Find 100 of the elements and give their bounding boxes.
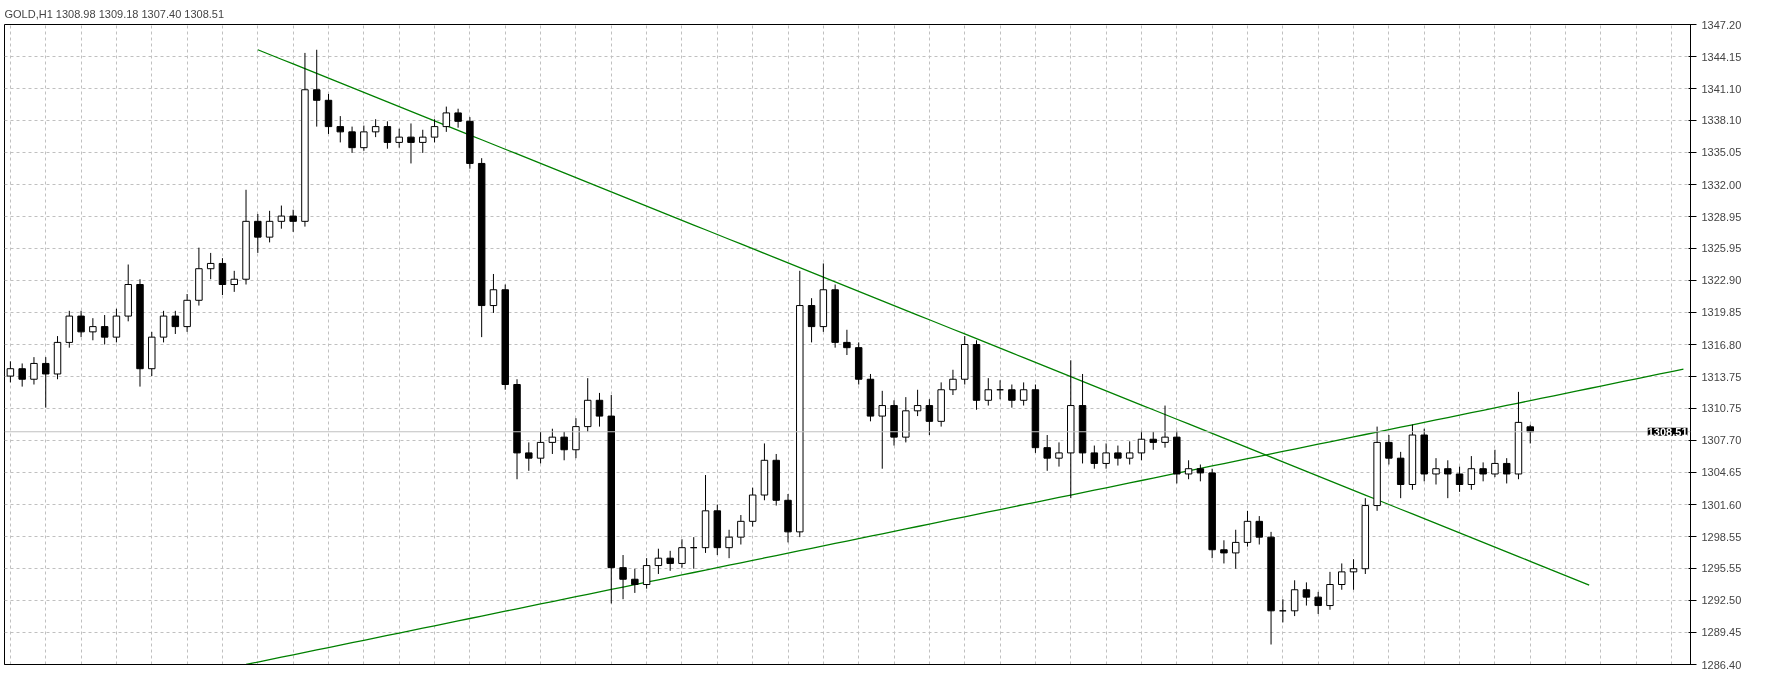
candlestick [1125,440,1134,465]
candlestick [1314,591,1322,615]
candlestick [30,356,38,385]
candlestick [6,360,15,383]
candlestick [1479,461,1487,482]
y-tick-label: 1335.05 [1701,146,1742,159]
candlestick [1231,529,1240,570]
y-tick-label: 1313.75 [1701,370,1742,383]
candlestick [312,49,321,128]
candlestick [525,441,533,472]
candlestick [1255,515,1264,545]
candlestick [925,398,934,436]
candlestick [254,213,262,254]
candlestick [631,568,639,594]
candlestick [878,390,886,470]
candlestick [265,210,274,243]
candlestick [348,126,356,154]
candlestick [725,529,733,559]
candlestick [360,125,368,152]
candlestick [654,548,663,575]
candlestick [949,369,957,396]
candlestick [1338,562,1346,591]
candlestick [548,428,557,455]
candlestick [984,377,993,407]
candlestick [419,129,427,154]
y-tick-label: 1316.80 [1701,338,1742,351]
candlestick [1349,558,1358,591]
candlestick [277,205,286,230]
y-tick-label: 1328.95 [1701,210,1742,223]
candlestick [1302,581,1311,607]
candlestick [289,209,297,233]
candlestick [1090,445,1099,470]
y-tick-label: 1301.60 [1701,498,1742,511]
candlestick [77,310,85,338]
candlestick [1432,457,1440,485]
candlestick [595,392,604,428]
candlestick [89,317,97,341]
y-tick-label: 1304.65 [1701,466,1742,479]
candlestick [171,310,180,335]
candlestick [383,120,392,150]
y-tick-label: 1289.45 [1701,626,1742,639]
candlestick [1102,442,1110,470]
candlestick [430,118,439,143]
y-tick-label: 1344.15 [1701,50,1742,63]
candlestick [1467,455,1476,491]
candlestick [1455,466,1464,493]
y-tick-label: 1310.75 [1701,402,1742,415]
y-tick-label: 1322.90 [1701,274,1742,287]
candlestick [1243,510,1252,548]
candlestick [454,108,462,129]
candlestick [1220,539,1228,564]
candlestick [560,431,568,461]
candlestick [159,310,168,343]
candlestick [336,115,345,143]
candlestick [218,257,227,296]
candlestick [206,252,215,280]
candlestick [1184,459,1193,480]
candlestick [1161,405,1169,449]
candlestick [1385,434,1393,465]
chart-title: GOLD,H1 1308.98 1309.18 1307.40 1308.51 [4,7,225,20]
candlestick [1019,381,1028,407]
candlestick [1055,441,1063,468]
candlestick [489,273,498,314]
y-tick-label: 1298.55 [1701,530,1742,543]
candlestick [42,356,50,409]
candlestick [1114,445,1122,467]
y-tick-label: 1338.10 [1701,114,1742,127]
candlestick [1491,449,1499,478]
candlestick [536,431,545,464]
candlestick [619,554,627,600]
candlestick [666,550,674,572]
candlestick [807,297,816,343]
ref-line-label: 1308.51 [1647,425,1688,438]
candlestick [407,122,415,164]
candlestick [112,308,121,343]
candlestick [572,417,580,459]
candlestick [1444,459,1452,499]
candlestick [1043,434,1051,472]
y-tick-label: 1286.40 [1701,658,1742,671]
candlestick [843,329,851,356]
candlestick [1137,430,1146,461]
y-tick-label: 1307.70 [1701,434,1742,447]
candlestick [18,362,26,388]
y-tick-label: 1325.95 [1701,242,1742,255]
candlestick [737,514,745,545]
candlestick [230,270,238,293]
candlestick [442,106,451,133]
candlestick [1290,579,1299,617]
candlestick [395,128,403,149]
candlestick [1008,384,1016,409]
y-tick-label: 1332.00 [1701,178,1742,191]
y-tick-label: 1295.55 [1701,562,1742,575]
candlestick [1502,457,1511,484]
y-tick-label: 1292.50 [1701,594,1742,607]
y-tick-label: 1341.10 [1701,82,1742,95]
candlestick [642,557,651,590]
y-tick-label: 1347.20 [1701,18,1742,31]
candlestick [913,389,922,417]
candlestick [100,314,109,345]
candlestick [678,538,686,569]
